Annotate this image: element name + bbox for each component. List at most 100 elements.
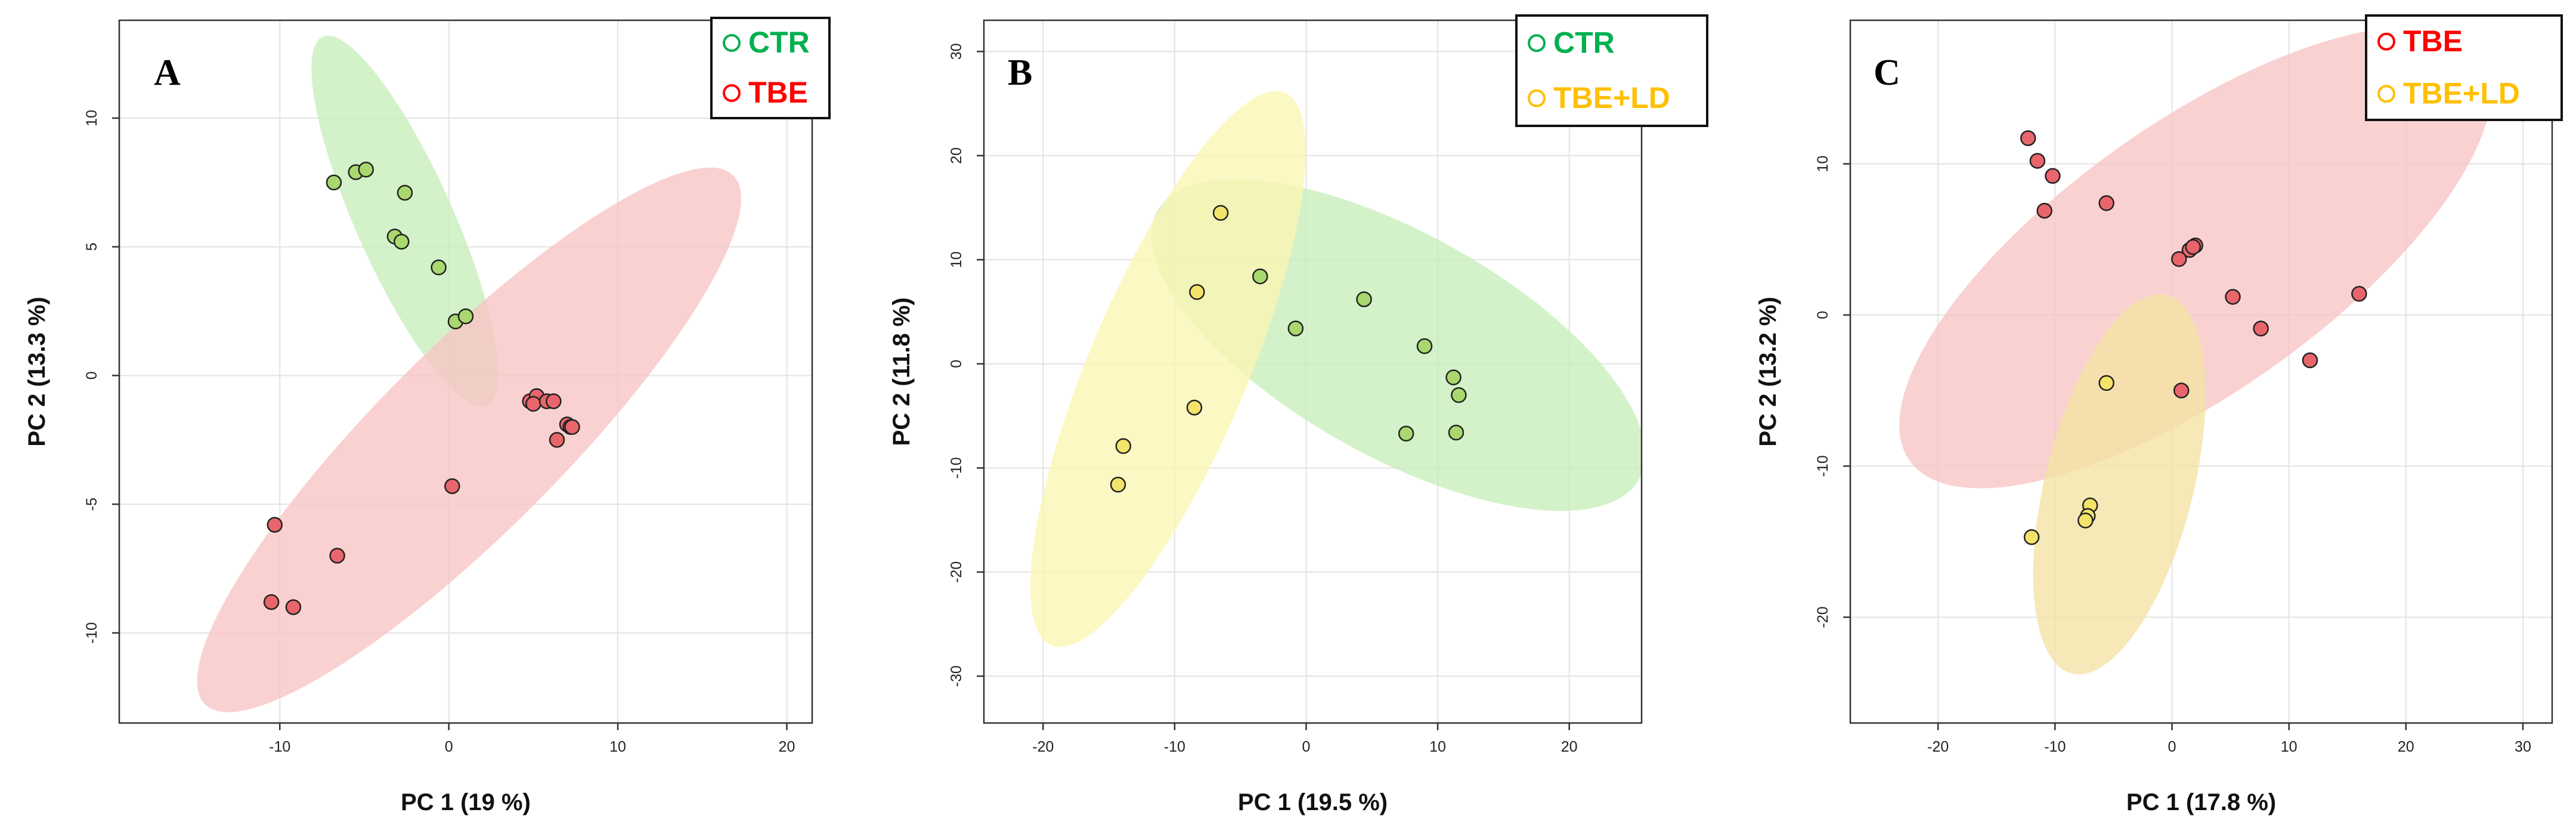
point-ctr: [1252, 268, 1268, 285]
x-tick-label: -10: [2044, 739, 2066, 755]
point-tbe: [2171, 251, 2187, 267]
point-ctr: [1356, 291, 1372, 307]
x-tick-label: -20: [1927, 739, 1949, 755]
legend-marker: [723, 34, 741, 52]
point-tbe: [2253, 320, 2269, 337]
plot-frame: [118, 19, 813, 724]
legend: CTR TBE: [710, 17, 831, 119]
x-tick-label: 0: [2168, 739, 2176, 755]
y-tick-label: -20: [1815, 607, 1831, 628]
x-tick-label: -10: [1164, 739, 1185, 755]
point-tbe: [525, 396, 541, 412]
legend-marker: [723, 84, 741, 102]
point-tbe: [2351, 286, 2367, 302]
panel-b: -20 -10 0 10 20 -30 -20 -10 0 10 20 30 PC 1 (19.5 %)…: [888, 14, 1708, 815]
panel-letter: B: [1008, 52, 1032, 93]
y-tick-label: 5: [83, 243, 100, 251]
x-axis-title: PC 1 (17.8 %): [2126, 789, 2276, 815]
ellipse-tbe-ld: [2033, 294, 2206, 675]
point-tbe-ld: [2098, 375, 2114, 391]
point-tbe-ld: [2077, 512, 2094, 529]
point-ctr: [394, 233, 410, 250]
point-ctr: [1448, 424, 1465, 441]
y-tick-label: 10: [83, 110, 100, 126]
legend: CTR TBE+LD: [1515, 14, 1708, 127]
point-tbe-ld: [2023, 529, 2040, 545]
y-tick-label: -10: [83, 622, 100, 644]
panel-letter: C: [1874, 52, 1900, 93]
point-tbe: [546, 393, 562, 409]
point-ctr: [1398, 425, 1414, 442]
point-tbe: [329, 548, 345, 564]
x-tick-label: -20: [1032, 739, 1054, 755]
point-tbe: [2225, 289, 2241, 305]
legend-marker: [2377, 85, 2395, 103]
ellipse-tbe: [197, 167, 741, 712]
y-axis-title: PC 2 (11.8 %): [888, 297, 915, 446]
y-tick-label: 0: [83, 372, 100, 380]
x-tick-label: 0: [445, 739, 453, 755]
point-tbe-ld: [1212, 205, 1229, 221]
confidence-ellipses: [1030, 91, 1642, 647]
point-tbe: [549, 432, 565, 448]
x-axis-title: PC 1 (19.5 %): [1238, 789, 1388, 815]
y-tick-label: -5: [83, 498, 100, 511]
x-tick-label: 20: [779, 739, 795, 755]
x-tick-label: 20: [1561, 739, 1578, 755]
ellipse-ctr: [311, 35, 499, 407]
y-tick-label: 30: [948, 43, 965, 60]
x-tick-label: 30: [2515, 739, 2531, 755]
point-tbe: [2045, 168, 2061, 184]
legend-label: CTR: [748, 26, 810, 59]
legend-label: CTR: [1553, 26, 1615, 59]
x-tick-label: 10: [609, 739, 626, 755]
legend-box: [1515, 14, 1708, 127]
point-tbe: [2020, 130, 2036, 146]
y-tick-label: -10: [1815, 455, 1831, 477]
panel-a: -10 0 10 20 -10 -5 0 5 10 PC 1 (19 %) PC 2 (13.3 %…: [24, 17, 831, 815]
point-ctr: [457, 308, 474, 325]
point-ctr: [1445, 369, 1462, 385]
point-ctr: [397, 184, 413, 201]
point-tbe-ld: [1115, 438, 1132, 455]
point-tbe: [2036, 202, 2052, 219]
point-tbe: [2098, 195, 2114, 211]
y-tick-label: 0: [948, 360, 965, 368]
panel-letter: A: [154, 52, 181, 93]
point-tbe: [267, 517, 283, 533]
x-tick-label: 20: [2398, 739, 2414, 755]
point-tbe-ld: [1110, 477, 1126, 493]
y-tick-label: 0: [1815, 311, 1831, 319]
point-ctr: [1287, 320, 1304, 336]
y-axis-title: PC 2 (13.2 %): [1755, 296, 1781, 446]
y-tick-label: -20: [948, 561, 965, 583]
point-ctr: [1416, 338, 1433, 354]
point-ctr: [358, 162, 374, 178]
point-tbe: [2185, 239, 2202, 255]
y-axis-title: PC 2 (13.3 %): [24, 296, 50, 446]
legend-label: TBE+LD: [1553, 81, 1670, 115]
point-tbe: [285, 599, 302, 616]
plot-frame: [983, 19, 1643, 724]
x-tick-label: 0: [1302, 739, 1311, 755]
y-tick-label: 10: [948, 251, 965, 268]
ellipse-tbe-ld: [1030, 91, 1306, 647]
legend-box: [2365, 14, 2563, 121]
point-ctr: [326, 174, 342, 191]
legend-label: TBE: [748, 76, 808, 109]
x-tick-label: 10: [2281, 739, 2298, 755]
y-tick-label: 20: [948, 147, 965, 164]
legend-marker: [1528, 89, 1546, 107]
point-tbe-ld: [1186, 399, 1203, 416]
point-tbe: [2029, 153, 2046, 169]
confidence-ellipses: [1899, 26, 2492, 675]
legend-label: TBE: [2403, 24, 2463, 58]
legend-label: TBE+LD: [2403, 76, 2520, 110]
plot-frame: [1849, 19, 2553, 724]
point-tbe: [263, 594, 280, 610]
point-tbe-ld: [1189, 284, 1205, 300]
point-tbe: [2302, 352, 2318, 369]
x-tick-label: -10: [269, 739, 290, 755]
point-tbe: [2173, 382, 2190, 398]
